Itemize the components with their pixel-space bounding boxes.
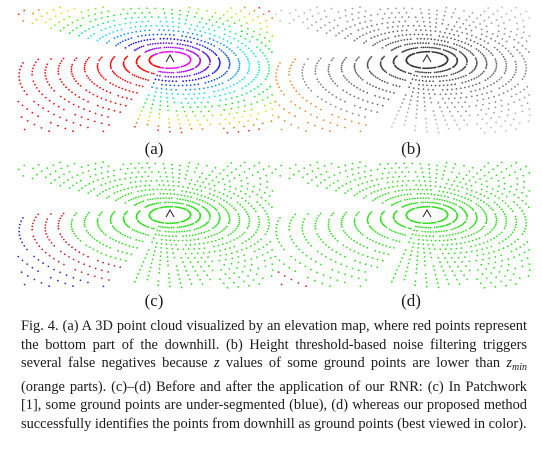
- caption-part-1: (a) A 3D point cloud visualized by an el…: [21, 318, 527, 372]
- sensor-origin-icon: [422, 53, 432, 63]
- point-cloud-a: [17, 6, 274, 134]
- point-cloud-d: [274, 161, 531, 289]
- ego-vehicle-region: [156, 208, 184, 222]
- scan-rings: [17, 161, 274, 289]
- caption-part-2: values of some ground points are lower t…: [219, 355, 507, 372]
- panel-label-c: (c): [144, 291, 164, 310]
- point-cloud-c: [17, 161, 274, 289]
- figure-caption: Fig. 4. (a) A 3D point cloud visualized …: [21, 317, 527, 434]
- panel-label-a: (a): [144, 139, 164, 158]
- caption-zmin-base: z: [506, 355, 512, 372]
- caption-zmin-sub: min: [511, 362, 527, 374]
- panel-b: [272, 5, 532, 135]
- ego-vehicle-region: [413, 53, 441, 67]
- sensor-origin-icon: [422, 208, 432, 218]
- point-cloud-b: [274, 6, 531, 134]
- scan-rings: [274, 6, 531, 134]
- scan-rings: [17, 6, 274, 134]
- panel-c: [15, 160, 275, 290]
- caption-fig-number: Fig. 4.: [21, 318, 59, 334]
- panel-a: [15, 5, 275, 135]
- caption-z-symbol: z: [213, 355, 220, 372]
- panel-label-d: (d): [401, 291, 421, 310]
- panel-d: [272, 160, 532, 290]
- scan-rings: [274, 161, 531, 289]
- ego-vehicle-region: [413, 208, 441, 222]
- ego-vehicle-region: [156, 53, 184, 67]
- caption-part-3: (orange parts). (c)–(d) Before and after…: [21, 378, 527, 432]
- sensor-origin-icon: [165, 208, 175, 218]
- sensor-origin-icon: [165, 53, 175, 63]
- panel-label-b: (b): [401, 139, 421, 158]
